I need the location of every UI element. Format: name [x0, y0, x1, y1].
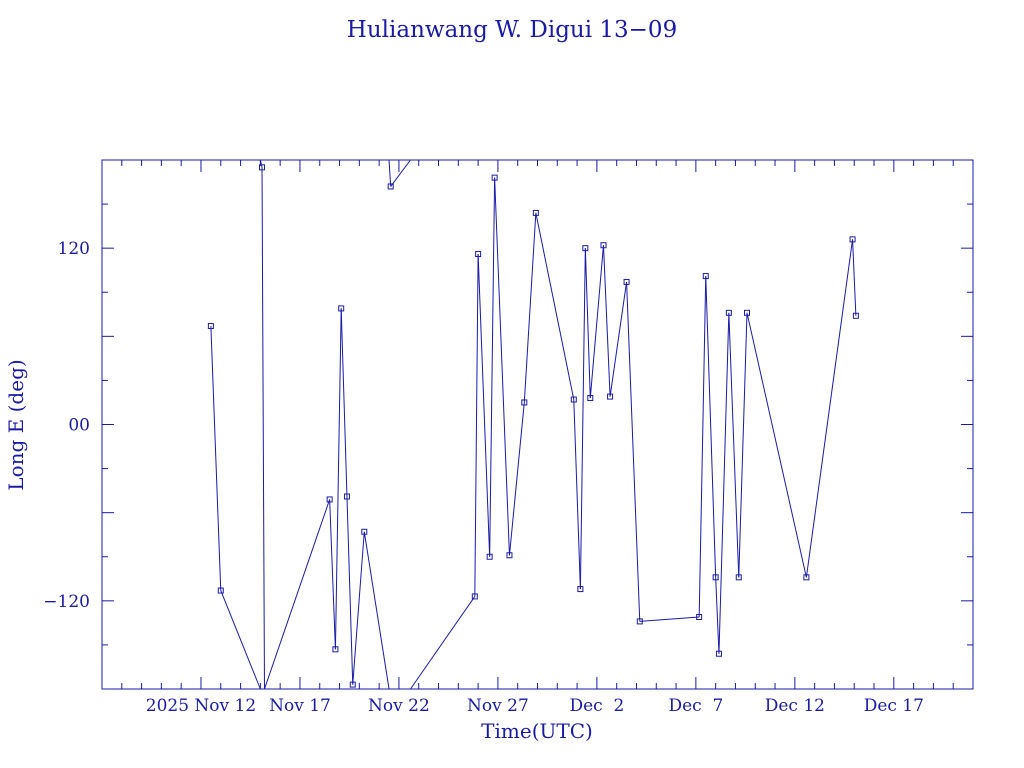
series-segment [626, 281, 641, 622]
data-point [338, 305, 345, 312]
data-point [725, 309, 732, 316]
series-segment [579, 248, 586, 590]
data-point [607, 393, 614, 400]
series-segment [363, 531, 390, 690]
series-segment [477, 254, 491, 557]
series-segment [508, 402, 525, 556]
series-longitude [207, 159, 859, 690]
series-segment [352, 531, 365, 685]
x-tick-label: 2025 Nov 12 [146, 696, 256, 716]
data-point [623, 278, 630, 285]
series-segment [489, 177, 496, 557]
series-segment [346, 496, 354, 685]
series-segment [220, 590, 261, 690]
x-tick-label: Nov 17 [269, 696, 331, 716]
series-segment [852, 239, 857, 316]
series-segment [210, 326, 222, 591]
series-segment [523, 212, 537, 403]
x-axis: 2025 Nov 12 Nov 17 Nov 22 Nov 27 Dec 2 Dec 7 D… [121, 160, 954, 716]
x-tick-label: Dec 7 [668, 696, 723, 716]
series-segment [264, 499, 331, 690]
series-segment [718, 312, 730, 654]
data-point [636, 618, 643, 625]
series-segment [609, 281, 628, 397]
series-segment [805, 239, 854, 578]
y-axis: −120 00 120 [43, 203, 973, 646]
y-tick-label: 00 [68, 416, 90, 436]
series-segment [584, 248, 591, 399]
x-tick-label: Dec 17 [864, 696, 924, 716]
series-segment [340, 308, 348, 497]
data-point [582, 245, 589, 252]
series-segment [738, 312, 748, 578]
data-point [361, 528, 368, 535]
x-tick-label: Dec 2 [569, 696, 624, 716]
data-point [587, 395, 594, 402]
series-segment [259, 159, 263, 168]
series-segment [746, 312, 807, 578]
y-axis-label: Long E (deg) [4, 359, 28, 490]
data-point [532, 209, 539, 216]
data-point [486, 553, 493, 560]
chart-title: Hulianwang W. Digui 13−09 [347, 17, 677, 43]
series-segment [705, 276, 717, 578]
series-segment [261, 167, 265, 690]
x-tick-label: Nov 27 [467, 696, 529, 716]
series-segment [602, 245, 611, 397]
data-point [471, 593, 478, 600]
data-point [491, 174, 498, 181]
data-point [506, 552, 513, 559]
y-tick-label: −120 [43, 592, 90, 612]
data-point [207, 323, 214, 330]
series-segment [329, 499, 336, 650]
data-point [577, 586, 584, 593]
data-point [217, 587, 224, 594]
series-segment [535, 212, 575, 400]
series-segment [410, 596, 476, 690]
series-segment [698, 276, 707, 618]
series-segment [494, 177, 510, 556]
data-point [349, 681, 356, 688]
data-point [326, 496, 333, 503]
data-point [600, 242, 607, 249]
series-segment [639, 616, 700, 622]
x-tick-label: Dec 12 [765, 696, 825, 716]
data-point [259, 164, 266, 171]
data-point [803, 574, 810, 581]
plot-frame [101, 159, 974, 690]
y-tick-label: 120 [58, 239, 90, 259]
data-point [475, 251, 482, 258]
series-segment [474, 254, 479, 597]
data-point [332, 646, 339, 653]
data-point [521, 399, 528, 406]
series-segment [334, 308, 342, 650]
x-axis-label: Time(UTC) [481, 719, 593, 743]
data-point [570, 396, 577, 403]
data-point [387, 183, 394, 190]
data-point [712, 574, 719, 581]
series-segment [573, 399, 581, 590]
data-point [852, 312, 859, 319]
series-segment [388, 159, 392, 187]
data-point [696, 613, 703, 620]
series-segment [715, 577, 720, 654]
data-point [735, 574, 742, 581]
series-segment [390, 159, 411, 187]
series-segment [728, 312, 740, 578]
x-tick-label: Nov 22 [368, 696, 430, 716]
series-segment [589, 245, 604, 399]
data-point [715, 650, 722, 657]
data-point [343, 493, 350, 500]
data-point [702, 273, 709, 280]
data-point [849, 236, 856, 243]
data-point [744, 309, 751, 316]
